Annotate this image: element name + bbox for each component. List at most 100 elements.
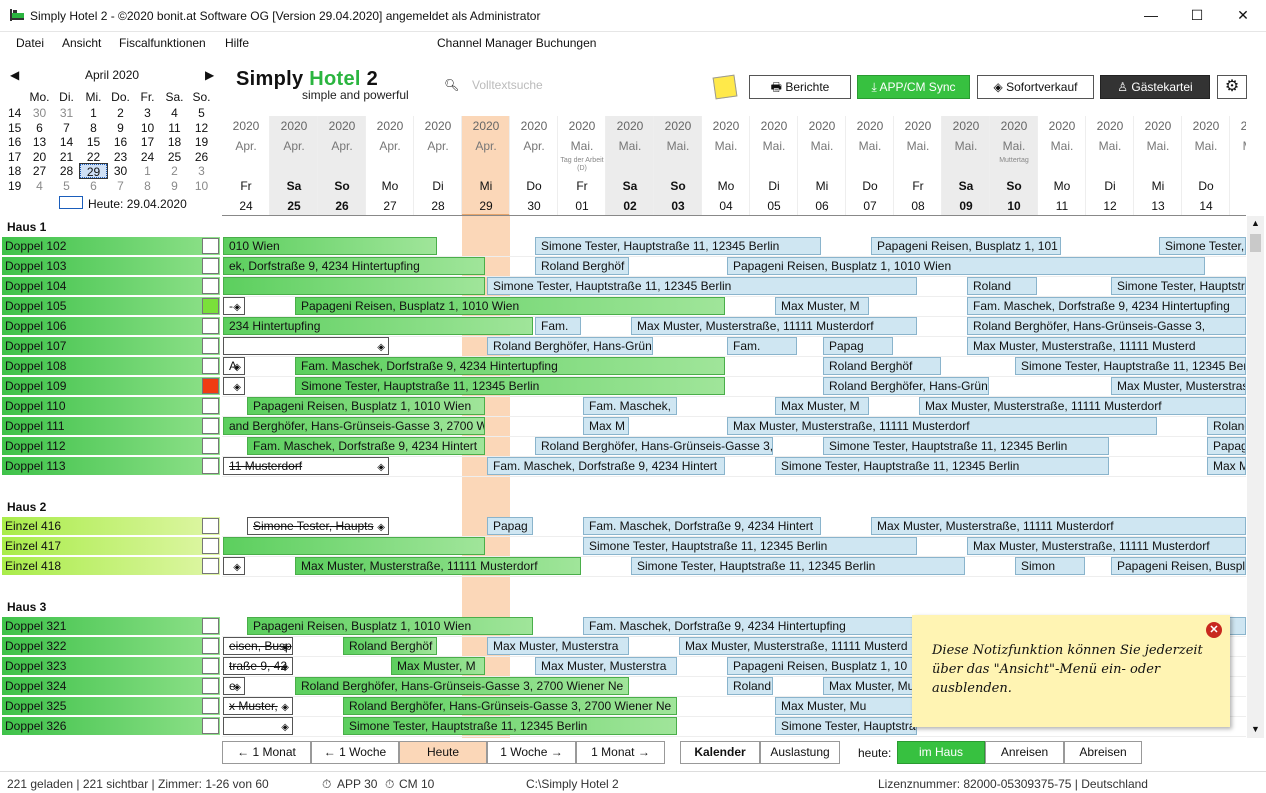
- kalender-tab[interactable]: Kalender: [680, 741, 760, 764]
- booking-bar[interactable]: Max Muster, Musterstraße, 11111 Musterdo…: [631, 317, 917, 335]
- booking-bar[interactable]: ◈: [223, 377, 245, 395]
- date-column[interactable]: 2020 Mai. Muttertag So 10: [990, 116, 1038, 215]
- room-label[interactable]: Einzel 417: [2, 537, 220, 556]
- booking-bar[interactable]: Simone Tester, Hauptstraße 11, 12345 Ber…: [775, 457, 1109, 475]
- booking-bar[interactable]: 010 Wien: [223, 237, 437, 255]
- date-column[interactable]: 2020 Mai. Tag der Arbeit (D) Fr 01: [558, 116, 606, 215]
- calendar-day[interactable]: 30: [32, 106, 47, 120]
- room-status-box[interactable]: [202, 558, 219, 574]
- booking-bar[interactable]: e ◈: [223, 677, 245, 695]
- booking-bar[interactable]: Fam.: [727, 337, 797, 355]
- room-status-box[interactable]: [202, 638, 219, 654]
- calendar-day[interactable]: 14: [59, 135, 74, 149]
- room-status-box[interactable]: [202, 538, 219, 554]
- booking-bar[interactable]: Papag: [487, 517, 533, 535]
- gaestekartei-button[interactable]: ♙ Gästekartei: [1100, 75, 1210, 99]
- date-column[interactable]: 2020 Mai. Mo 11: [1038, 116, 1086, 215]
- booking-bar[interactable]: [223, 537, 485, 555]
- room-label[interactable]: Doppel 325: [2, 697, 220, 716]
- booking-bar[interactable]: Papag: [1207, 437, 1246, 455]
- booking-bar[interactable]: Max Muster, Musterstraße, 11111 Musterdo…: [727, 417, 1157, 435]
- calendar-day[interactable]: 15: [86, 135, 101, 149]
- room-label[interactable]: Doppel 106: [2, 317, 220, 336]
- booking-bar[interactable]: Papageni Reisen, Busplatz 1, 1010 Wien: [727, 257, 1205, 275]
- scroll-thumb[interactable]: [1250, 234, 1261, 252]
- vertical-scrollbar[interactable]: ▲ ▼: [1247, 216, 1264, 738]
- room-label[interactable]: Doppel 109: [2, 377, 220, 396]
- calendar-day[interactable]: 19: [194, 135, 209, 149]
- room-status-box[interactable]: [202, 518, 219, 534]
- calendar-day[interactable]: 2: [117, 106, 124, 120]
- calendar-day[interactable]: 5: [63, 178, 70, 193]
- calendar-day[interactable]: 17: [140, 135, 155, 149]
- date-column[interactable]: 2020 Apr. Mi 29: [462, 116, 510, 215]
- room-status-box[interactable]: [202, 338, 219, 354]
- settings-button[interactable]: ⚙: [1217, 75, 1247, 99]
- booking-bar[interactable]: Simone Tester, Hauptstraße 11, 12345 Ber…: [535, 237, 821, 255]
- booking-bar[interactable]: Max Muster, Musterstraße, 11111 Musterd: [679, 637, 917, 655]
- calendar-day[interactable]: 11: [168, 120, 181, 135]
- calendar-day[interactable]: 9: [117, 120, 124, 135]
- menu-fiscalfunktionen[interactable]: Fiscalfunktionen: [119, 36, 206, 50]
- booking-bar[interactable]: Papageni Reisen, Busplatz 1, 1010 Wien: [295, 297, 725, 315]
- room-status-box[interactable]: [202, 238, 219, 254]
- booking-bar[interactable]: Max Muster, Musterstraße, 11111 Musterd: [967, 337, 1246, 355]
- calendar-day[interactable]: 4: [36, 178, 43, 193]
- calendar-day[interactable]: 3: [144, 106, 151, 120]
- calendar-day[interactable]: 20: [32, 149, 47, 164]
- berichte-button[interactable]: 🖶 Berichte: [749, 75, 851, 99]
- date-column[interactable]: 2020 Mai. Mi 06: [798, 116, 846, 215]
- booking-bar[interactable]: Roland Berghöf: [823, 357, 941, 375]
- room-status-box[interactable]: [202, 458, 219, 474]
- booking-bar[interactable]: Max Muster, Mu: [775, 697, 917, 715]
- calendar-day[interactable]: 22: [86, 149, 101, 164]
- date-column[interactable]: 2020 Mai. Mo 04: [702, 116, 750, 215]
- booking-bar[interactable]: Fam. Maschek, Dorfstraße 9, 4234 Hintert: [247, 437, 485, 455]
- im-haus-button[interactable]: im Haus: [897, 741, 985, 764]
- date-column[interactable]: 2020 Apr. So 26: [318, 116, 366, 215]
- room-label[interactable]: Doppel 113: [2, 457, 220, 476]
- calendar-day[interactable]: 9: [171, 178, 178, 193]
- calendar-day[interactable]: 1: [144, 164, 151, 178]
- booking-bar[interactable]: Max Muster, M: [775, 397, 869, 415]
- today-button[interactable]: Heute: [399, 741, 487, 764]
- calendar-day[interactable]: 13: [32, 135, 47, 149]
- calendar-day[interactable]: 25: [167, 149, 182, 164]
- calendar-day[interactable]: 24: [140, 149, 155, 164]
- booking-bar[interactable]: Roland Berghöfer, Hans-Grünseis-Gasse 3,…: [343, 697, 677, 715]
- booking-bar[interactable]: Max Muster, Musterstra: [487, 637, 629, 655]
- calendar-day[interactable]: 4: [171, 106, 178, 120]
- room-label[interactable]: Doppel 107: [2, 337, 220, 356]
- room-label[interactable]: Doppel 323: [2, 657, 220, 676]
- booking-bar[interactable]: 234 Hintertupfing: [223, 317, 533, 335]
- booking-bar[interactable]: Fam. Maschek, Dorfstraße 9, 4234 Hintert: [583, 517, 821, 535]
- prev-month-button[interactable]: ← 1 Monat: [222, 741, 311, 764]
- booking-bar[interactable]: Simone Tester, Hauptstraße 11, 12345 Ber…: [631, 557, 965, 575]
- booking-bar[interactable]: Roland Berghöfer, Hans-Grünseis-Gasse 3,…: [295, 677, 629, 695]
- booking-bar[interactable]: Fam. Maschek, Dorfstraße 9, 4234 Hintert: [487, 457, 725, 475]
- booking-bar[interactable]: Max Muster, Musterstraße, 11111 Musterdo…: [871, 517, 1246, 535]
- date-column[interactable]: 2020 Mai. Do 07: [846, 116, 894, 215]
- calendar-day[interactable]: 21: [59, 149, 74, 164]
- booking-bar[interactable]: - ◈: [223, 297, 245, 315]
- room-status-box[interactable]: [202, 618, 219, 634]
- close-window-button[interactable]: ✕: [1237, 7, 1249, 23]
- booking-bar[interactable]: and Berghöfer, Hans-Grünseis-Gasse 3, 27…: [223, 417, 485, 435]
- room-status-box[interactable]: [202, 418, 219, 434]
- calendar-day[interactable]: 10: [140, 120, 155, 135]
- date-column[interactable]: 2020 Apr. Di 28: [414, 116, 462, 215]
- auslastung-tab[interactable]: Auslastung: [760, 741, 840, 764]
- scroll-up-icon[interactable]: ▲: [1251, 218, 1260, 228]
- booking-bar[interactable]: Roland Berghöf: [343, 637, 437, 655]
- booking-bar[interactable]: Max M: [1207, 457, 1246, 475]
- booking-bar[interactable]: Simone Tester, Hauptstraße 11, 12345 Ber…: [343, 717, 677, 735]
- booking-bar[interactable]: Max Muster, Musterstraße, 11111 Musterdo…: [295, 557, 581, 575]
- calendar-day[interactable]: 6: [36, 120, 43, 135]
- booking-bar[interactable]: Max Muster, Musterstrass: [1111, 377, 1246, 395]
- booking-bar[interactable]: Roland Berghöfer, Hans-Grünseis-Gasse 3,: [967, 317, 1246, 335]
- booking-bar[interactable]: ◈: [223, 337, 389, 355]
- scroll-down-icon[interactable]: ▼: [1251, 724, 1260, 734]
- room-status-box[interactable]: [202, 278, 219, 294]
- next-week-button[interactable]: 1 Woche →: [487, 741, 576, 764]
- calendar-day[interactable]: 26: [194, 149, 209, 164]
